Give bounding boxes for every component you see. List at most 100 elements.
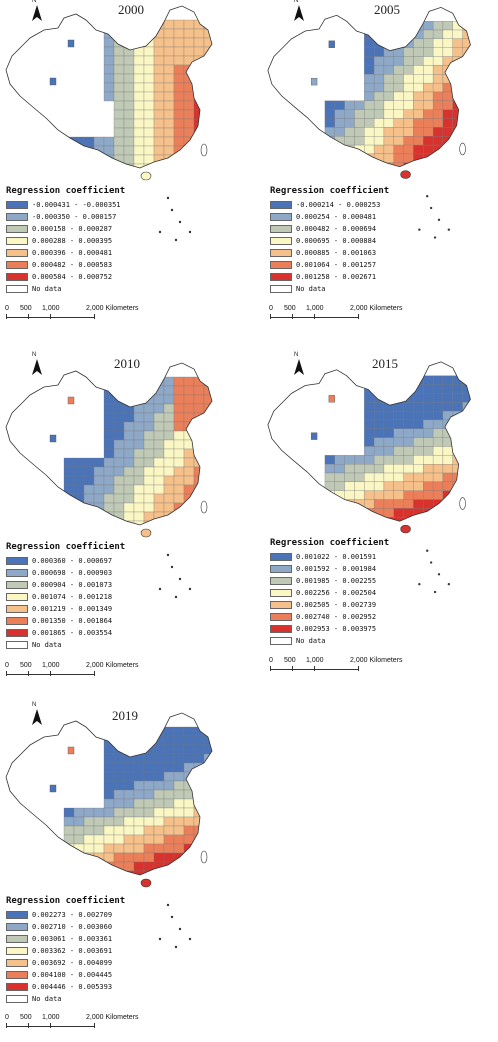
region-cell (364, 410, 375, 421)
region-cell (163, 520, 175, 525)
region-cell (472, 154, 482, 163)
region-cell (324, 508, 335, 518)
scale-tick (28, 314, 29, 319)
region-cell (364, 428, 375, 438)
region-cell (393, 384, 404, 394)
region-cell (163, 753, 175, 764)
legend: Regression coefficient 0.002273 - 0.00270… (6, 896, 125, 1005)
region-cell (373, 428, 385, 438)
region-cell (193, 73, 205, 84)
region-cell (472, 473, 482, 482)
region-cell (403, 464, 414, 474)
region-cell (63, 145, 75, 156)
region-cell (113, 82, 125, 93)
region-cell (173, 448, 185, 459)
region-cell (143, 55, 155, 66)
region-cell (393, 410, 404, 421)
region-cell (354, 517, 365, 522)
region-cell (63, 825, 75, 836)
region-cell (73, 520, 85, 525)
region-cell (123, 870, 135, 875)
scale-bar: 0 500 1,000 2,000 Kilometers (269, 305, 480, 327)
region-cell (413, 100, 424, 110)
region-cell (203, 100, 212, 111)
region-cell (103, 744, 115, 755)
region-cell (113, 502, 125, 513)
region-cell (413, 455, 424, 465)
region-cell (432, 517, 444, 522)
region-cell (183, 163, 195, 168)
region-cell (214, 521, 224, 530)
region-cell (203, 37, 212, 48)
region-cell (432, 29, 444, 40)
region-cell (103, 852, 115, 863)
region-cell (163, 771, 175, 782)
island-dot (174, 238, 178, 242)
region-cell (163, 807, 175, 818)
legend-swatch (270, 601, 292, 609)
region-cell (123, 127, 135, 138)
north-letter: N (294, 0, 299, 4)
region-cell (143, 136, 155, 147)
region-cell (63, 511, 75, 522)
region-cell (383, 517, 394, 522)
region-cell (462, 437, 471, 447)
legend-row: 0.000584 - 0.000752 (6, 271, 125, 283)
region-cell (173, 136, 185, 147)
region-cell (133, 421, 145, 432)
region-cell (183, 735, 195, 746)
region-cell (413, 144, 424, 155)
region-cell (73, 475, 85, 486)
region-cell (354, 472, 365, 483)
region-cell (183, 28, 195, 39)
legend-swatch (270, 213, 292, 221)
legend-row: 0.001258 - 0.002671 (270, 271, 389, 283)
region-cell (113, 466, 125, 477)
region-cell (472, 83, 482, 92)
legend-swatch (6, 237, 28, 245)
region-cell (143, 64, 155, 75)
island-dot (429, 206, 433, 210)
legend-swatch (270, 589, 292, 597)
region-cell (123, 385, 135, 396)
region-cell (423, 100, 434, 110)
region-cell (432, 100, 444, 110)
region-cell (173, 376, 185, 387)
taiwan-island (200, 143, 208, 157)
region-cell (373, 446, 385, 456)
region-cell (462, 65, 471, 75)
china-map-2015 (267, 361, 482, 594)
region-cell (63, 520, 75, 525)
region-cell (373, 91, 385, 101)
region-cell (472, 48, 482, 57)
region-cell (153, 100, 165, 111)
region-cell (123, 448, 135, 459)
region-cell (324, 118, 335, 128)
island-dot (437, 573, 441, 576)
region-cell (432, 65, 444, 75)
region-cell (324, 109, 335, 119)
region-cell (373, 144, 385, 155)
region-cell (133, 109, 145, 120)
region-cell (334, 153, 345, 163)
region-cell (403, 499, 414, 509)
region-cell (462, 481, 471, 491)
region-cell (203, 55, 212, 66)
region-cell (153, 466, 165, 477)
legend: Regression coefficient -0.000431 - -0.000… (6, 186, 125, 295)
region-cell (123, 825, 135, 836)
region-cell (373, 481, 385, 491)
region-cell (163, 744, 175, 755)
region-cell (324, 481, 335, 491)
region-cell (203, 861, 212, 872)
region-cell (193, 127, 205, 138)
region-cell (364, 446, 375, 456)
scale-label: 2,000 Kilometers (86, 305, 139, 312)
region-cell (103, 145, 115, 156)
region-cell (163, 73, 175, 84)
region-cell (432, 446, 444, 456)
region-cell (214, 835, 224, 844)
region-cell (432, 490, 444, 500)
region-cell (462, 393, 471, 403)
region-cell (63, 852, 75, 863)
